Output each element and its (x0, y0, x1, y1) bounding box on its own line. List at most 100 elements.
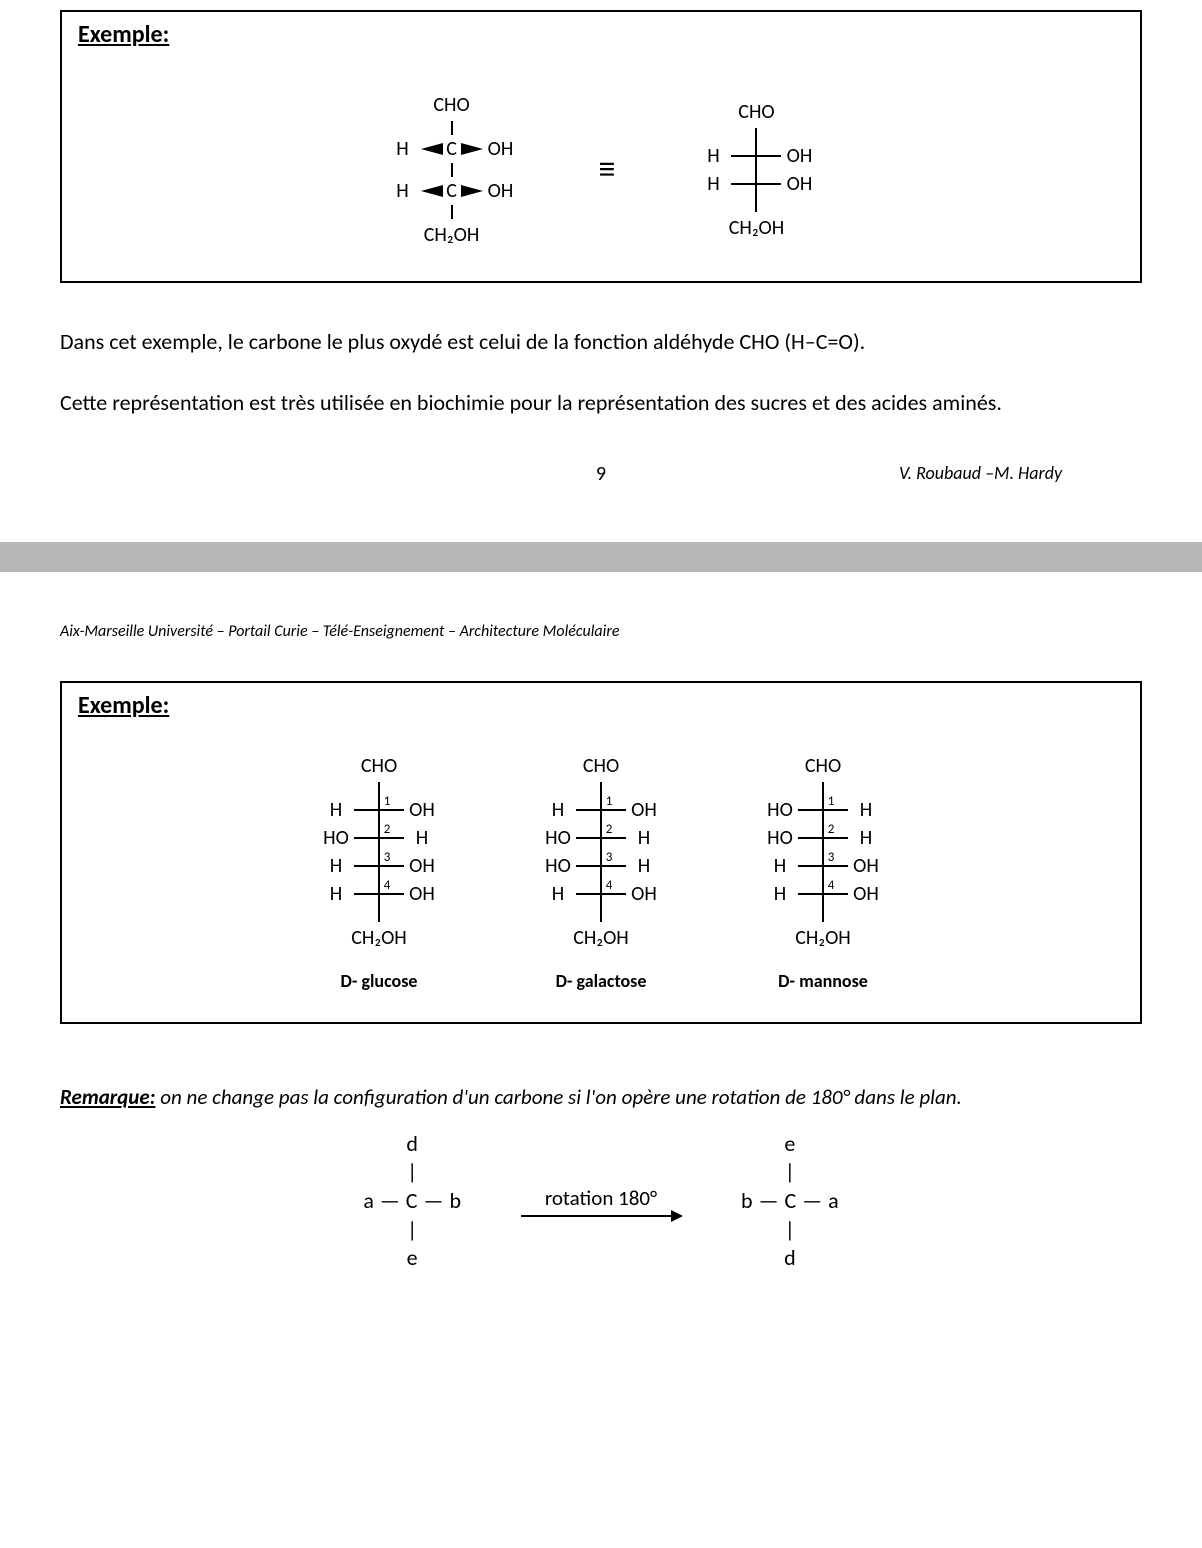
bond-line (824, 837, 848, 839)
bond-line (824, 893, 848, 895)
fischer-right-sub: OH (483, 137, 519, 161)
tetra-right-sub: b (449, 1187, 461, 1216)
bond-line (354, 809, 378, 811)
tetra-bottom: d (741, 1244, 839, 1273)
wedge-left-icon (421, 185, 443, 197)
bond-line (576, 809, 600, 811)
authors-credit: V. Roubaud –M. Hardy (899, 462, 1062, 484)
fischer-right-sub: H (404, 826, 440, 850)
tetra-right: e | b —C— a | d (741, 1130, 839, 1273)
sugar-fischer: CHOHO1HHO2HH3OHH4OHCH₂OHD- mannose (762, 750, 884, 992)
carbon-number: 2 (604, 822, 614, 837)
equivalence-symbol: ≡ (599, 153, 616, 187)
fischer-bottom-group: CH₂OH (385, 219, 519, 251)
fischer-right-sub: H (848, 798, 884, 822)
carbon-number: 4 (826, 878, 836, 893)
wedge-right-icon (461, 185, 483, 197)
bond-line (602, 865, 626, 867)
sugar-name: D- galactose (540, 970, 662, 992)
bond-line (731, 183, 755, 185)
tetra-left: d | a —C— b | e (363, 1130, 461, 1273)
bond-line (380, 865, 404, 867)
bond-line (380, 837, 404, 839)
remark-text: on ne change pas la configuration d'un c… (155, 1084, 961, 1110)
fischer-left-sub: H (318, 882, 354, 906)
arrow-icon (521, 1215, 681, 1217)
fischer-left-sub: H (540, 798, 576, 822)
tetra-right-sub: a (828, 1187, 839, 1216)
rotation-arrow: rotation 180° (521, 1185, 681, 1217)
bond-line (798, 809, 822, 811)
bond-line (757, 155, 781, 157)
tetra-top: d (363, 1130, 461, 1159)
fischer-bottom-group: CH₂OH (695, 212, 817, 244)
carbon-number: 1 (382, 794, 392, 809)
sugar-fischer: CHOH1OHHO2HHO3HH4OHCH₂OHD- galactose (540, 750, 662, 992)
fischer-left-sub: H (762, 854, 798, 878)
fischer-right-sub: OH (483, 179, 519, 203)
carbon-atom: C (443, 181, 461, 201)
bond-line (380, 893, 404, 895)
fischer-left-sub: HO (762, 826, 798, 850)
fischer-top-group: CHO (762, 750, 884, 782)
bond-line (798, 893, 822, 895)
fischer-wedged: CHO H C OH H C OH CH₂OH (385, 89, 519, 251)
fischer-left-sub: HO (318, 826, 354, 850)
sugar-name: D- mannose (762, 970, 884, 992)
bond-line (602, 893, 626, 895)
carbon-number: 3 (382, 850, 392, 865)
fischer-right-sub: OH (404, 798, 440, 822)
bond-line (576, 837, 600, 839)
bond-line (824, 809, 848, 811)
example-box-1: Exemple: CHO H C OH H C (60, 10, 1142, 283)
carbon-atom: C (443, 139, 461, 159)
carbon-number: 1 (826, 794, 836, 809)
fischer-left-sub: H (540, 882, 576, 906)
fischer-right-sub: OH (781, 144, 817, 168)
fischer-left-sub: H (762, 882, 798, 906)
tetra-left-sub: b (741, 1187, 753, 1216)
bond-line (354, 893, 378, 895)
bond-line (757, 183, 781, 185)
course-header: Aix-Marseille Université – Portail Curie… (60, 622, 1142, 641)
page-upper: Exemple: CHO H C OH H C (0, 10, 1202, 542)
bond-line-vert: 1 (822, 796, 824, 824)
paragraph-1: Dans cet exemple, le carbone le plus oxy… (60, 323, 1142, 360)
bond-line-vert: 3 (378, 852, 380, 880)
bond-line (824, 865, 848, 867)
fischer-top-group: CHO (540, 750, 662, 782)
fischer-right-sub: H (626, 854, 662, 878)
sugars-row: CHOH1OHHO2HH3OHH4OHCH₂OHD- glucoseCHOH1O… (78, 750, 1124, 992)
bond-line-vert: 2 (600, 824, 602, 852)
fischer-top-group: CHO (318, 750, 440, 782)
remark-label: Remarque: (60, 1084, 155, 1110)
fischer-right-sub: OH (404, 882, 440, 906)
remark-line: Remarque: on ne change pas la configurat… (60, 1084, 1142, 1110)
fischer-left-sub: H (385, 179, 421, 203)
bond-line (731, 155, 755, 157)
carbon-number: 2 (382, 822, 392, 837)
bond-line-vert: 2 (822, 824, 824, 852)
fischer-left-sub: H (318, 854, 354, 878)
bond-line (602, 809, 626, 811)
bond-line (576, 865, 600, 867)
wedge-left-icon (421, 143, 443, 155)
bond-line-vert: 1 (378, 796, 380, 824)
fischer-right-sub: OH (848, 854, 884, 878)
bond-line (576, 893, 600, 895)
bond-line-vert: 3 (822, 852, 824, 880)
sugar-name: D- glucose (318, 970, 440, 992)
fischer-top-group: CHO (385, 89, 519, 121)
fischer-bottom-group: CH₂OH (540, 922, 662, 954)
fischer-right-sub: OH (626, 882, 662, 906)
fischer-bottom-group: CH₂OH (318, 922, 440, 954)
fischer-right-sub: OH (626, 798, 662, 822)
bond-line-vert: 4 (378, 880, 380, 908)
tetra-top: e (741, 1130, 839, 1159)
example-box-2: Exemple: CHOH1OHHO2HH3OHH4OHCH₂OHD- gluc… (60, 681, 1142, 1024)
fischer-right-sub: OH (848, 882, 884, 906)
bond-line (354, 865, 378, 867)
carbon-number: 1 (604, 794, 614, 809)
bond-line-vert: 4 (600, 880, 602, 908)
fischer-top-group: CHO (695, 96, 817, 128)
